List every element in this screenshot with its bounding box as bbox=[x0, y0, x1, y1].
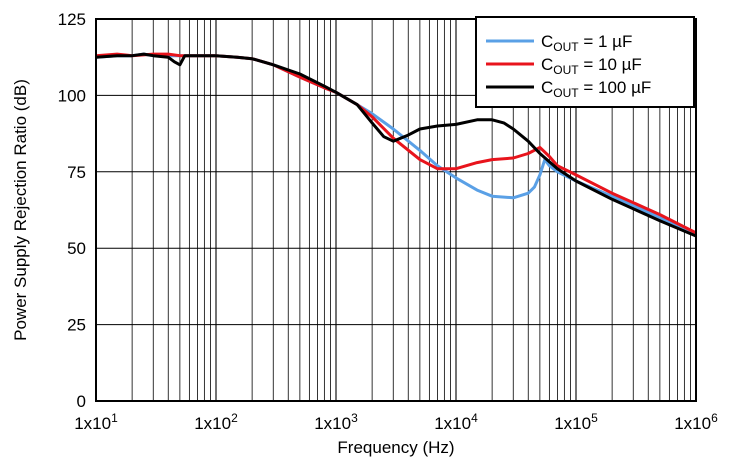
x-tick-label: 1x105 bbox=[554, 411, 598, 433]
x-tick-label: 1x103 bbox=[314, 411, 358, 433]
series-line-3 bbox=[95, 52, 697, 238]
legend-label-2: COUT = 10 µF bbox=[541, 55, 642, 77]
legend-label-3: COUT = 100 µF bbox=[541, 78, 651, 100]
y-axis-title: Power Supply Rejection Ratio (dB) bbox=[11, 79, 30, 341]
x-tick-label: 1x102 bbox=[194, 411, 238, 433]
legend-box bbox=[475, 16, 695, 108]
y-tick-label: 25 bbox=[67, 316, 86, 335]
y-tick-label: 75 bbox=[67, 163, 86, 182]
y-tick-label: 125 bbox=[58, 10, 86, 29]
x-axis-title: Frequency (Hz) bbox=[337, 438, 454, 457]
series-group bbox=[95, 52, 697, 238]
series-line-2 bbox=[95, 52, 697, 235]
grid bbox=[95, 18, 696, 402]
y-tick-label: 50 bbox=[67, 239, 86, 258]
y-tick-labels: 0 25 50 75 100 125 bbox=[58, 10, 86, 411]
legend-label-1: COUT = 1 µF bbox=[541, 32, 632, 54]
x-tick-labels: 1x101 1x102 1x103 1x104 1x105 1x106 bbox=[74, 411, 718, 433]
plot-border bbox=[95, 18, 697, 402]
x-tick-label: 1x101 bbox=[74, 411, 118, 433]
x-tick-label: 1x106 bbox=[674, 411, 718, 433]
x-tick-label: 1x104 bbox=[434, 411, 478, 433]
y-tick-label: 0 bbox=[77, 392, 86, 411]
y-tick-label: 100 bbox=[58, 86, 86, 105]
